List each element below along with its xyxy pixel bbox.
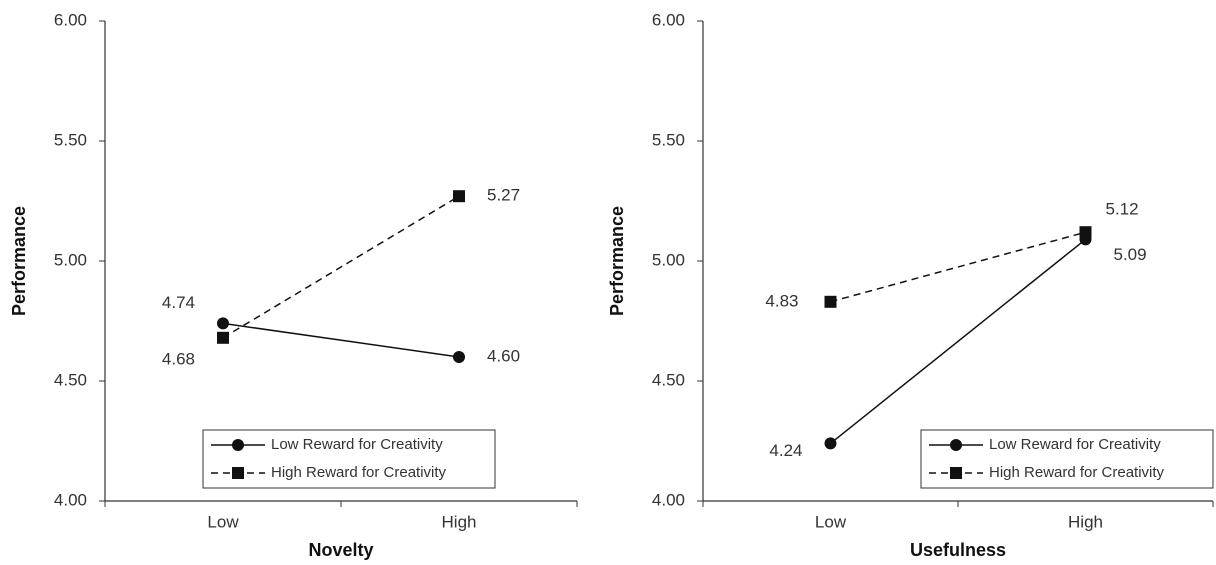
y-tick-label: 6.00 — [54, 10, 87, 29]
data-label: 4.83 — [765, 291, 798, 310]
point — [1079, 226, 1092, 239]
x-tick-label: Low — [207, 512, 239, 531]
y-tick-label: 6.00 — [652, 10, 685, 29]
point — [217, 317, 229, 330]
point — [824, 295, 837, 308]
legend-box — [202, 429, 496, 489]
y-tick-label: 4.00 — [652, 490, 685, 509]
data-label: 4.68 — [162, 349, 195, 368]
y-axis-title: Performance — [607, 206, 627, 316]
point — [824, 437, 837, 450]
point — [217, 331, 229, 344]
legend-marker — [232, 467, 244, 479]
data-label: 4.24 — [769, 441, 802, 460]
line — [222, 322, 460, 358]
legend-marker — [950, 467, 962, 479]
legend-label: High Reward for Creativity — [989, 464, 1165, 481]
line — [222, 195, 460, 339]
y-tick-label: 5.50 — [54, 130, 87, 149]
x-axis-title: Usefulness — [910, 540, 1006, 560]
y-axis-title: Performance — [9, 206, 29, 316]
chart: 4.00 4.50 5.00 5.50 6.00 Low High Usefulness Per… — [607, 10, 1214, 560]
y-tick-label: 5.00 — [54, 250, 87, 269]
data-label: 5.27 — [487, 186, 520, 205]
point — [453, 351, 465, 363]
legend-label: High Reward for Creativity — [271, 464, 447, 481]
y-tick-label: 4.50 — [652, 370, 685, 389]
y-tick-label: 4.00 — [54, 490, 87, 509]
legend-marker — [950, 439, 962, 451]
legend-marker — [232, 439, 244, 451]
legend-box — [920, 429, 1214, 489]
line — [830, 238, 1086, 444]
point — [453, 190, 465, 203]
legend-label: Low Reward for Creativity — [989, 436, 1161, 453]
y-tick-label: 4.50 — [54, 370, 87, 389]
x-tick-label: High — [1068, 512, 1103, 531]
data-label: 5.12 — [1106, 200, 1139, 219]
data-label: 5.09 — [1114, 245, 1147, 264]
x-axis-title: Novelty — [308, 540, 373, 560]
data-label: 4.74 — [162, 293, 195, 312]
y-tick-label: 5.50 — [652, 130, 685, 149]
chart: 4.00 4.50 5.00 5.50 6.00 Low High Novelty Perfor… — [9, 10, 578, 560]
line — [830, 231, 1086, 303]
x-tick-label: Low — [815, 512, 847, 531]
y-tick-label: 5.00 — [652, 250, 685, 269]
legend-label: Low Reward for Creativity — [271, 436, 443, 453]
data-label: 4.60 — [487, 346, 520, 365]
x-tick-label: High — [442, 512, 477, 531]
